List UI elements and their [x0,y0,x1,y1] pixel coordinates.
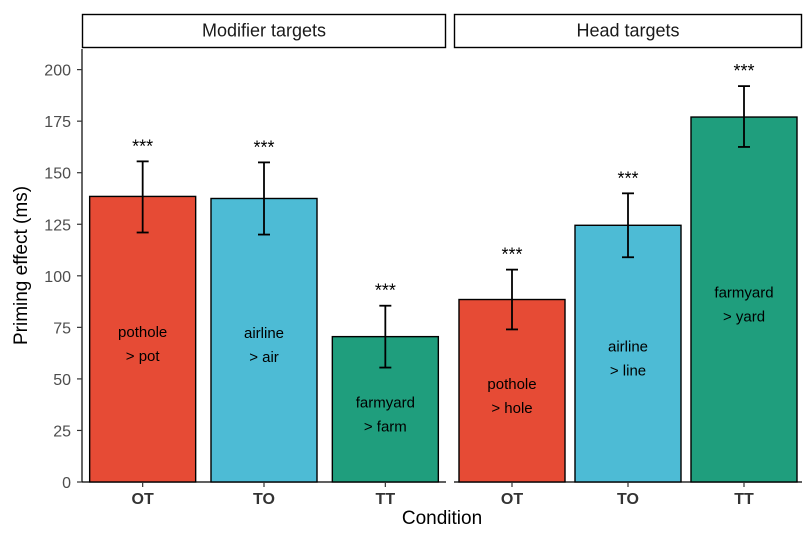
bar-label: farmyard [714,285,773,302]
bar-label: > line [610,363,646,380]
significance-label: *** [132,136,153,156]
bar-label: > yard [723,309,765,326]
facet-title: Head targets [576,21,679,41]
bar-label: pothole [118,324,167,341]
bar-label: > air [249,349,279,366]
bar [690,116,798,483]
y-tick-label: 75 [53,320,71,337]
significance-label: *** [617,168,638,188]
significance-label: *** [501,245,522,265]
x-tick-label: TO [253,491,275,508]
facet-strip [453,13,803,49]
y-tick-label: 150 [44,166,71,183]
y-tick-label: 200 [44,63,71,80]
bar-label: farmyard [356,394,415,411]
x-tick-label: OT [501,491,523,508]
y-tick-label: 50 [53,372,71,389]
y-axis-title: Priming effect (ms) [11,186,32,345]
significance-label: *** [733,61,754,81]
x-tick-label: TT [734,491,754,508]
bar [574,224,682,483]
bar-label: > farm [364,418,407,435]
y-tick-label: 25 [53,423,71,440]
x-axis-title: Condition [402,508,482,529]
bar [210,197,318,483]
significance-label: *** [253,137,274,157]
x-tick-label: OT [132,491,154,508]
bar-label: airline [608,339,648,356]
bar [88,195,197,483]
facet-title: Modifier targets [202,21,326,41]
bar-label: > hole [491,400,532,417]
x-tick-label: TT [376,491,396,508]
x-tick-label: TO [617,491,639,508]
bar-label: > pot [126,348,161,365]
significance-label: *** [375,281,396,301]
y-tick-label: 175 [44,114,71,131]
y-tick-label: 0 [62,475,71,492]
bar-label: pothole [487,376,536,393]
bar-label: airline [244,325,284,342]
y-tick-label: 100 [44,269,71,286]
facet-strip [81,13,447,49]
y-tick-label: 125 [44,217,71,234]
